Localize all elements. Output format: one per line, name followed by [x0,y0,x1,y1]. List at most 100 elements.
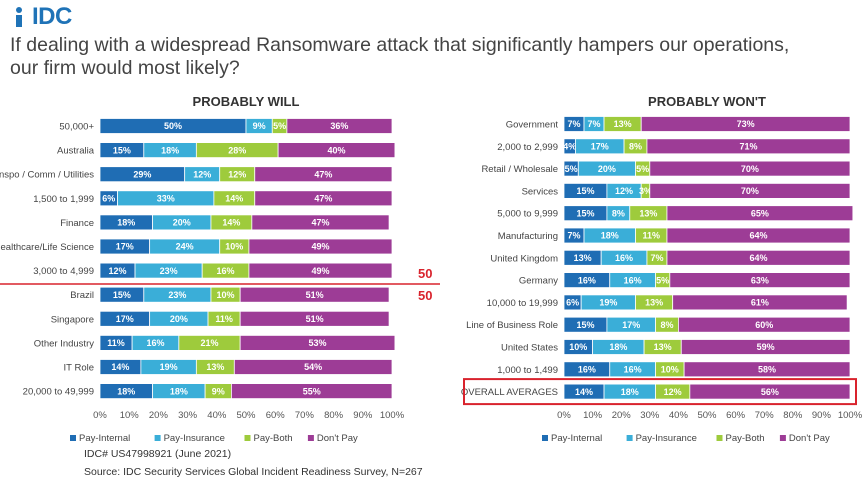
value-label-pay-internal-australia: 15% [113,145,131,155]
value-label-pay-insurance-finance: 20% [173,218,191,228]
value-label-pay-insurance-1-000-to-1-499: 16% [624,365,642,375]
legend-label-pay-insurance: Pay-Insurance [636,433,697,444]
value-label-don-t-pay-singapore: 51% [306,314,324,324]
value-label-pay-both-3-000-to-4-999: 16% [217,266,235,276]
value-label-don-t-pay-germany: 63% [751,275,769,285]
bar-don-t-pay-other-industry [239,334,396,351]
x-tick-60: 60% [726,410,746,421]
category-label-50-000: 50,000+ [59,122,94,133]
bar-don-t-pay-5-000-to-9-999 [666,205,854,222]
category-label-20-000-to-49-999: 20,000 to 49,999 [23,387,94,398]
x-tick-10: 10% [120,410,140,421]
category-label-singapore: Singapore [51,314,94,325]
value-label-pay-internal-united-states: 10% [569,342,587,352]
bar-don-t-pay-overall-averages [689,383,851,400]
bar-don-t-pay-3-000-to-4-999 [248,262,393,279]
doc-id: IDC# US47998921 (June 2021) [84,448,232,460]
category-label-it-role: IT Role [64,363,94,374]
page-title: If dealing with a widespread Ransomware … [10,34,860,80]
x-tick-50: 50% [697,410,717,421]
legend-swatch-pay-internal [542,435,548,441]
legend-swatch-pay-both [716,435,723,441]
value-label-don-t-pay-united-kingdom: 64% [749,253,767,263]
value-label-pay-internal-overall-averages: 14% [575,387,593,397]
value-label-pay-internal-government: 7% [568,119,581,129]
x-tick-80: 80% [324,410,344,421]
value-label-pay-internal-1-500-to-1-999: 6% [102,194,115,204]
category-label-1-000-to-1-499: 1,000 to 1,499 [497,365,558,376]
value-label-pay-internal-line-of-business-role: 15% [576,320,594,330]
category-label-healthcare-life-science: Healthcare/Life Science [0,242,94,253]
value-label-pay-insurance-healthcare-life-science: 24% [176,242,194,252]
category-label-3-000-to-4-999: 3,000 to 4,999 [33,266,94,277]
category-label-united-kingdom: United Kingdom [490,253,558,264]
legend-swatch-don-t-pay [307,435,314,441]
bar-don-t-pay-brazil [239,286,390,303]
value-label-pay-insurance-singapore: 20% [170,314,188,324]
value-label-pay-both-finance: 14% [222,218,240,228]
x-tick-40: 40% [669,410,689,421]
probably-will-chart: PROBABLY WILL 50,000+ 50% 9% 5% 36% Australia 1… [0,94,405,444]
value-label-pay-insurance-services: 12% [615,186,633,196]
bar-don-t-pay-retail-wholesale [649,160,851,177]
bar-don-t-pay-finance [251,214,390,231]
category-label-retail-wholesale: Retail / Wholesale [481,164,558,175]
bar-don-t-pay-australia [277,142,396,159]
category-label-line-of-business-role: Line of Business Role [466,320,558,331]
value-label-pay-both-line-of-business-role: 8% [660,320,673,330]
category-label-united-states: United States [501,343,558,354]
value-label-don-t-pay-finance: 47% [311,218,329,228]
chart-title: PROBABLY WON'T [648,94,766,109]
value-label-pay-insurance-government: 7% [588,119,601,129]
legend-label-pay-internal: Pay-Internal [79,433,130,444]
value-label-pay-insurance-brazil: 23% [168,290,186,300]
value-label-pay-insurance-united-kingdom: 16% [615,253,633,263]
bar-don-t-pay-manufacturing [666,227,851,244]
value-label-pay-insurance-50-000: 9% [253,121,266,131]
category-label-2-000-to-2-999: 2,000 to 2,999 [497,142,558,153]
title-line-2: our firm would most likely? [10,57,240,79]
category-label-1-500-to-1-999: 1,500 to 1,999 [33,194,94,205]
legend-label-pay-insurance: Pay-Insurance [164,433,225,444]
x-tick-70: 70% [295,410,315,421]
value-label-pay-internal-healthcare-life-science: 17% [116,242,134,252]
value-label-pay-internal-other-industry: 11% [107,338,125,348]
bar-don-t-pay-transpo-comm-utilities [254,166,393,183]
legend-swatch-pay-both [244,435,251,441]
value-label-pay-both-australia: 28% [228,145,246,155]
value-label-pay-internal-2-000-to-2-999: 4% [563,142,576,152]
category-label-brazil: Brazil [70,290,94,301]
value-label-pay-insurance-overall-averages: 18% [621,387,639,397]
value-label-don-t-pay-2-000-to-2-999: 71% [739,142,757,152]
value-label-pay-both-services: 3% [639,186,652,196]
value-label-pay-insurance-germany: 16% [624,275,642,285]
x-tick-40: 40% [207,410,227,421]
legend-swatch-pay-internal [70,435,76,441]
value-label-pay-insurance-manufacturing: 18% [601,231,619,241]
x-tick-50: 50% [236,410,256,421]
legend-label-pay-internal: Pay-Internal [551,433,602,444]
legend-swatch-don-t-pay [779,435,786,441]
bar-don-t-pay-singapore [239,310,390,327]
x-tick-60: 60% [266,410,286,421]
legend-label-pay-both: Pay-Both [254,433,293,444]
x-tick-100: 100% [838,410,863,421]
legend-label-don-t-pay: Don't Pay [317,433,358,444]
value-label-don-t-pay-united-states: 59% [757,342,775,352]
value-label-pay-insurance-line-of-business-role: 17% [622,320,640,330]
category-label-germany: Germany [519,276,558,287]
legend-swatch-pay-insurance [626,435,633,441]
chart-title: PROBABLY WILL [193,94,300,109]
value-label-pay-internal-finance: 18% [117,218,135,228]
value-label-pay-both-other-industry: 21% [200,338,218,348]
value-label-pay-both-brazil: 10% [217,290,235,300]
value-label-pay-both-government: 13% [614,119,632,129]
bar-don-t-pay-1-500-to-1-999 [254,190,393,207]
value-label-pay-both-united-kingdom: 7% [650,253,663,263]
logo-text: IDC [32,3,72,30]
value-label-pay-both-1-000-to-1-499: 10% [661,365,679,375]
x-tick-90: 90% [353,410,373,421]
probably-wont-chart: PROBABLY WON'T Government 7% 7% 13% 73% 2,000 … [461,94,863,444]
value-label-don-t-pay-transpo-comm-utilities: 47% [314,169,332,179]
value-label-don-t-pay-1-000-to-1-499: 58% [758,365,776,375]
